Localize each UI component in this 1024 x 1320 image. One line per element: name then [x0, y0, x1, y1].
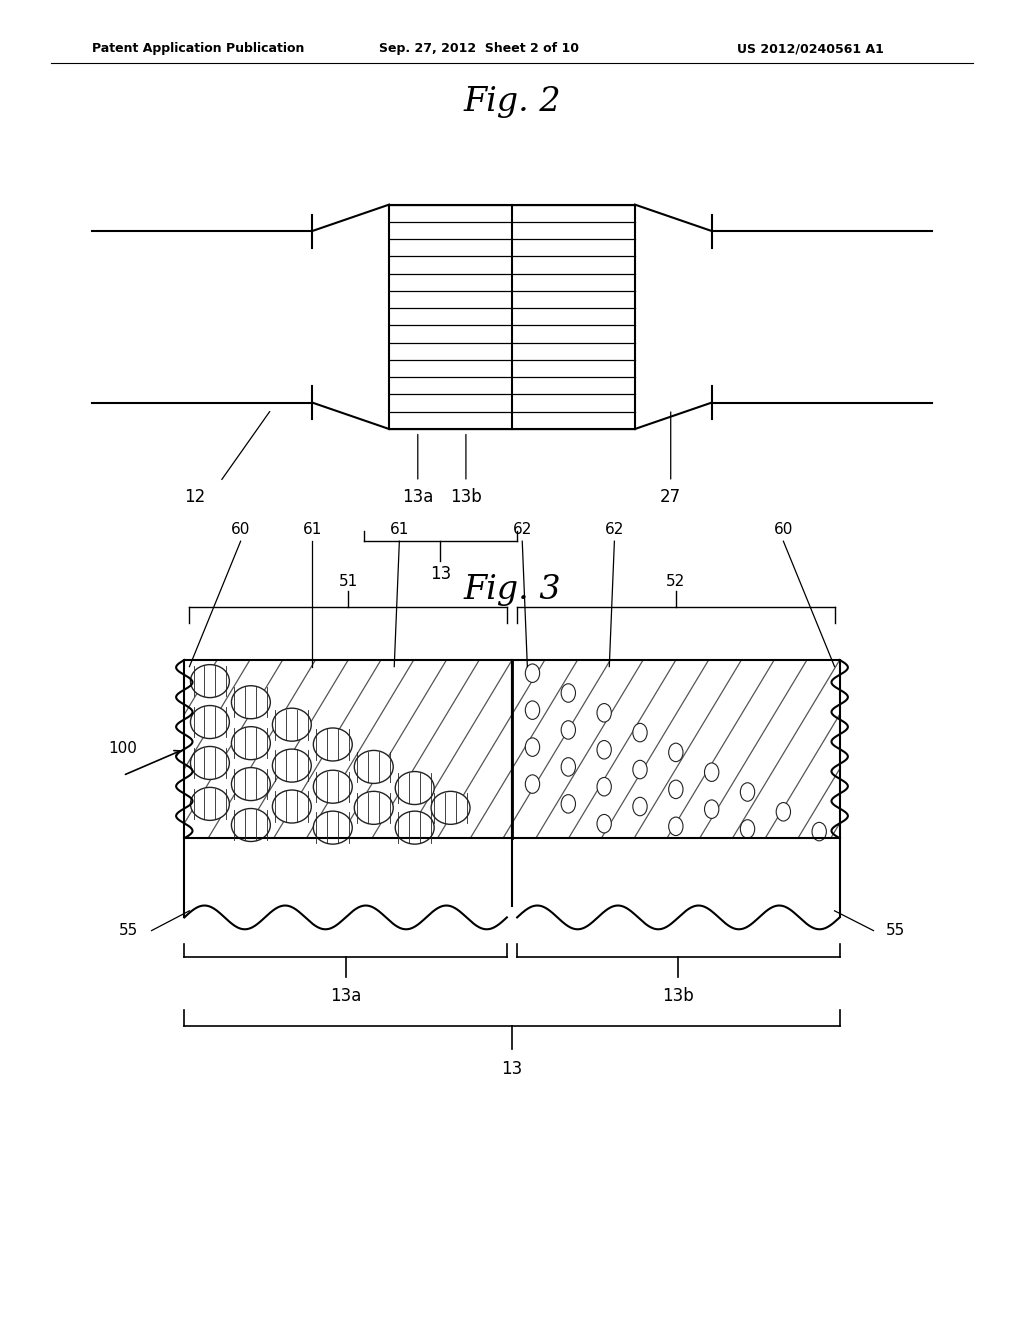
Ellipse shape [231, 767, 270, 800]
Bar [389, 205, 635, 429]
Circle shape [633, 797, 647, 816]
Circle shape [740, 783, 755, 801]
Circle shape [597, 777, 611, 796]
Circle shape [561, 684, 575, 702]
Ellipse shape [313, 729, 352, 760]
Bar [184, 660, 512, 838]
Circle shape [669, 817, 683, 836]
Ellipse shape [313, 810, 352, 845]
Ellipse shape [313, 770, 352, 803]
Ellipse shape [354, 792, 393, 824]
Text: US 2012/0240561 A1: US 2012/0240561 A1 [737, 42, 884, 55]
Bar [184, 660, 512, 838]
Ellipse shape [231, 726, 270, 759]
Text: Fig. 2: Fig. 2 [463, 86, 561, 117]
Ellipse shape [231, 808, 270, 842]
Text: 55: 55 [886, 923, 905, 939]
Text: 100: 100 [109, 741, 137, 755]
Circle shape [633, 760, 647, 779]
Circle shape [597, 741, 611, 759]
Ellipse shape [272, 789, 311, 824]
Circle shape [561, 721, 575, 739]
Circle shape [669, 780, 683, 799]
Circle shape [597, 704, 611, 722]
Ellipse shape [272, 750, 311, 781]
Ellipse shape [272, 708, 311, 741]
Circle shape [525, 664, 540, 682]
Circle shape [633, 723, 647, 742]
Text: 13b: 13b [663, 987, 694, 1006]
Text: 60: 60 [774, 523, 793, 537]
Text: 13a: 13a [402, 488, 433, 507]
Circle shape [812, 822, 826, 841]
Text: 61: 61 [390, 523, 409, 537]
Text: 13: 13 [502, 1060, 522, 1078]
Text: 55: 55 [119, 923, 138, 939]
Text: Fig. 3: Fig. 3 [463, 574, 561, 606]
Ellipse shape [190, 665, 229, 697]
Bar [512, 660, 840, 838]
Ellipse shape [190, 705, 229, 739]
Text: 13a: 13a [330, 987, 361, 1006]
Text: 12: 12 [184, 488, 205, 507]
Bar [512, 660, 840, 838]
Circle shape [740, 820, 755, 838]
Circle shape [561, 795, 575, 813]
Circle shape [561, 758, 575, 776]
Ellipse shape [231, 686, 270, 718]
Text: 61: 61 [303, 523, 322, 537]
Text: 60: 60 [231, 523, 250, 537]
Ellipse shape [395, 810, 434, 845]
Ellipse shape [354, 750, 393, 784]
Circle shape [525, 738, 540, 756]
Text: 62: 62 [605, 523, 624, 537]
Text: 51: 51 [339, 574, 357, 589]
Ellipse shape [190, 747, 229, 779]
Ellipse shape [431, 792, 470, 824]
Circle shape [525, 775, 540, 793]
Circle shape [669, 743, 683, 762]
Text: Patent Application Publication: Patent Application Publication [92, 42, 304, 55]
Circle shape [705, 800, 719, 818]
Ellipse shape [395, 771, 434, 804]
Circle shape [776, 803, 791, 821]
Circle shape [705, 763, 719, 781]
Text: 13b: 13b [450, 488, 482, 507]
Text: 13: 13 [430, 565, 451, 583]
Text: 27: 27 [660, 488, 681, 507]
Text: 52: 52 [667, 574, 685, 589]
Text: 62: 62 [513, 523, 531, 537]
Circle shape [525, 701, 540, 719]
Text: Sep. 27, 2012  Sheet 2 of 10: Sep. 27, 2012 Sheet 2 of 10 [379, 42, 579, 55]
Ellipse shape [190, 787, 229, 820]
Circle shape [597, 814, 611, 833]
